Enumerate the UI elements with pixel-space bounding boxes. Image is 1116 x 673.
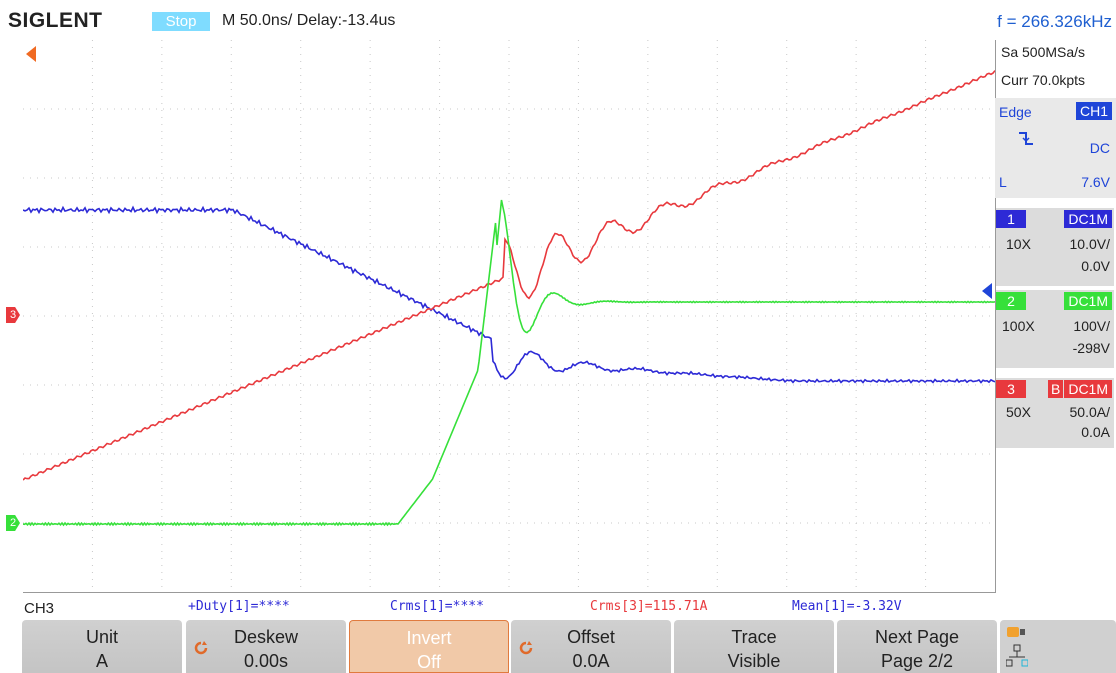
ch3-scale: 50.0A/: [1069, 404, 1110, 420]
softkey-value: Visible: [727, 651, 781, 671]
trigger-coupling: DC: [1089, 140, 1110, 156]
ch2-trace: [23, 199, 995, 527]
softkey-label: Next Page: [874, 627, 960, 647]
softkey-value: 0.0A: [572, 651, 610, 671]
network-icon: [1006, 644, 1028, 667]
softkey-value: A: [95, 651, 108, 671]
ch2-marker-label: 2: [9, 517, 17, 529]
softkey-value: 0.00s: [243, 651, 289, 671]
softkey-trace[interactable]: Trace Visible: [674, 620, 834, 673]
ch2-number: 2: [996, 292, 1026, 310]
softkey-offset[interactable]: Offset 0.0A: [511, 620, 671, 673]
adjust-knob-icon: [194, 641, 208, 655]
ch2-probe: 100X: [1002, 318, 1035, 334]
trigger-type: Edge: [999, 104, 1032, 120]
run-stop-indicator[interactable]: Stop: [152, 12, 210, 31]
measurement-text: Crms[3]=115.71A: [590, 599, 708, 614]
trigger-position-marker[interactable]: [24, 44, 38, 64]
channel-1-panel[interactable]: 1 DC1M 10X 10.0V/ 0.0V: [996, 208, 1114, 286]
trigger-level-marker[interactable]: [980, 281, 994, 301]
timebase-readout: M 50.0ns/ Delay:-13.4us: [222, 12, 396, 29]
ch3-bandwidth-limit: B: [1048, 380, 1064, 398]
ch3-offset: 0.0A: [1081, 424, 1110, 440]
softkey-value: Off: [417, 652, 441, 672]
ch1-coupling: DC1M: [1064, 210, 1112, 228]
ch1-offset: 0.0V: [1081, 258, 1110, 274]
measurement-text: Mean[1]=-3.32V: [792, 599, 902, 614]
softkey-value: Page 2/2: [880, 651, 954, 671]
measurement-crms-3: Crms[3]=115.71A: [590, 599, 707, 614]
ch2-offset: -298V: [1072, 340, 1110, 356]
ch2-ground-marker[interactable]: 2: [6, 515, 20, 531]
ch3-ground-marker[interactable]: 3: [6, 307, 20, 323]
frequency-counter: f = 266.326kHz: [997, 12, 1112, 31]
channel-3-panel[interactable]: 3 B DC1M 50X 50.0A/ 0.0A: [996, 378, 1114, 448]
ch1-scale: 10.0V/: [1069, 236, 1110, 252]
graticule: [23, 40, 995, 592]
info-panel: Sa 500MSa/s Curr 70.0kpts Edge CH1 DC L …: [995, 40, 1116, 592]
softkey-menu: Unit A Deskew 0.00s Invert Off Offset 0.…: [0, 620, 1116, 673]
softkey-deskew[interactable]: Deskew 0.00s: [186, 620, 346, 673]
measurement-text: Crms[1]=****: [390, 599, 484, 614]
measurement-text: +Duty[1]=****: [188, 599, 290, 614]
usb-icon: [1007, 627, 1025, 637]
trigger-level: 7.6V: [1081, 174, 1110, 190]
ch1-number: 1: [996, 210, 1026, 228]
softkey-label: Trace: [731, 627, 777, 647]
active-channel-label: CH3: [24, 600, 55, 617]
ch2-scale: 100V/: [1073, 318, 1110, 334]
ch1-trace: [23, 205, 995, 384]
softkey-label: Invert: [406, 628, 452, 648]
waveform-display[interactable]: [23, 40, 996, 593]
measurement-crms-1: Crms[1]=****: [390, 599, 484, 614]
sample-rate: Sa 500MSa/s: [1001, 44, 1086, 60]
system-status-area: [1000, 620, 1116, 673]
ch3-coupling: DC1M: [1064, 380, 1112, 398]
falling-edge-icon: [1019, 132, 1033, 145]
softkey-label: Unit: [85, 627, 118, 647]
trigger-source-badge: CH1: [1075, 102, 1112, 120]
softkey-label: Offset: [567, 627, 615, 647]
ch3-marker-label: 3: [9, 309, 17, 321]
ch2-coupling: DC1M: [1064, 292, 1112, 310]
ch3-number: 3: [996, 380, 1026, 398]
adjust-knob-icon: [519, 641, 533, 655]
softkey-label: Deskew: [233, 627, 299, 647]
softkey-unit[interactable]: Unit A: [22, 620, 182, 673]
memory-depth: Curr 70.0kpts: [1001, 72, 1086, 88]
trigger-level-label: L: [999, 174, 1007, 190]
trigger-panel[interactable]: Edge CH1 DC L 7.6V: [995, 98, 1116, 198]
waveform-canvas: [23, 40, 995, 592]
brand-logo: SIGLENT: [8, 9, 103, 32]
channel-2-panel[interactable]: 2 DC1M 100X 100V/ -298V: [996, 290, 1114, 368]
measurement-duty: +Duty[1]=****: [188, 599, 290, 614]
softkey-next-page[interactable]: Next Page Page 2/2: [837, 620, 997, 673]
softkey-invert[interactable]: Invert Off: [349, 620, 509, 673]
measurement-mean: Mean[1]=-3.32V: [792, 599, 902, 614]
ch3-probe: 50X: [1006, 404, 1031, 420]
ch1-probe: 10X: [1006, 236, 1031, 252]
status-bar: SIGLENT Stop M 50.0ns/ Delay:-13.4us f =…: [0, 0, 1116, 40]
